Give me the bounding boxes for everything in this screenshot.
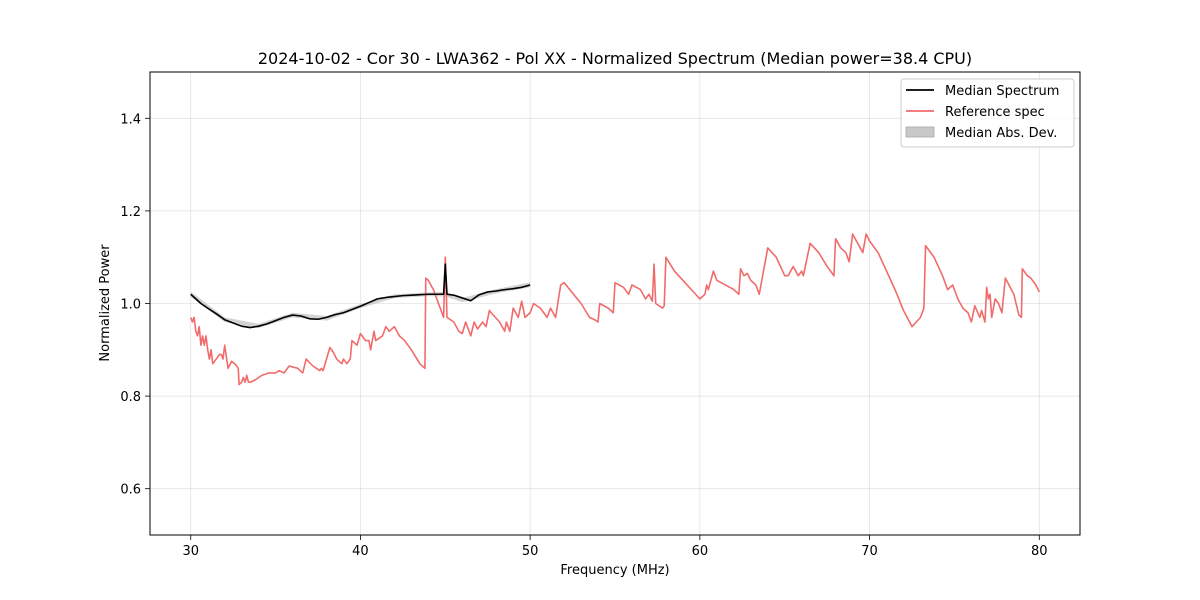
x-tick-label: 70 [861,544,878,559]
legend-mad-swatch [905,126,935,138]
reference-spectrum-layer [189,233,1040,386]
median-spectrum-layer [190,263,531,329]
y-tick-label: 1.4 [120,112,141,127]
legend-mad-label: Median Abs. Dev. [945,126,1057,141]
y-axis-label: Normalized Power [98,244,113,362]
y-tick-label: 0.8 [120,390,141,405]
reference-spectrum-line [189,233,1040,386]
y-axis: 0.6 0.8 1.0 1.2 1.4 [120,112,150,498]
x-tick-label: 30 [182,544,199,559]
chart-title: 2024-10-02 - Cor 30 - LWA362 - Pol XX - … [258,49,972,68]
legend-box [900,78,1075,148]
legend-reference-label: Reference spec [945,105,1045,120]
y-tick-label: 1.0 [120,298,141,313]
x-tick-label: 60 [692,544,709,559]
y-tick-label: 0.6 [120,483,141,498]
x-axis: 30 40 50 60 70 80 [182,535,1048,559]
mad-band [190,282,531,329]
y-tick-label: 1.2 [120,205,141,220]
x-tick-label: 50 [522,544,539,559]
x-axis-label: Frequency (MHz) [560,563,669,578]
legend: Median Spectrum Reference spec Median Ab… [900,78,1075,148]
x-tick-label: 40 [352,544,369,559]
mad-band-layer [190,282,531,329]
legend-median-label: Median Spectrum [945,84,1059,99]
x-tick-label: 80 [1031,544,1048,559]
median-spectrum-line [190,263,531,329]
